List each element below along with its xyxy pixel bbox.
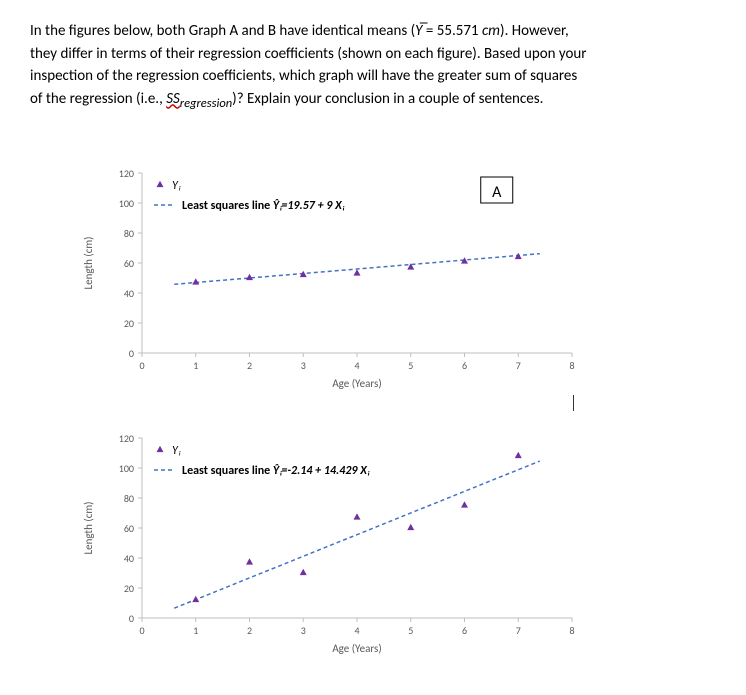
svg-text:0: 0 bbox=[139, 624, 144, 637]
svg-text:60: 60 bbox=[124, 257, 134, 270]
svg-text:Age (Years): Age (Years) bbox=[332, 377, 381, 390]
svg-text:Least squares line Ŷᵢ=-2.14 +: Least squares line Ŷᵢ=-2.14 + 14.429 Xᵢ bbox=[182, 464, 370, 478]
chart-b: 0 20 40 60 80 100 120 0 1 2 3 4 5 6 7 8 Age (Years) Lengt… bbox=[70, 408, 610, 663]
svg-text:2: 2 bbox=[247, 624, 252, 637]
svg-text:Yᵢ: Yᵢ bbox=[172, 179, 181, 193]
charts-container: 020406080100120012345678Age (Years)Lengt… bbox=[70, 143, 716, 663]
svg-text:20: 20 bbox=[124, 317, 134, 330]
q-line3: inspection of the regression coefficient… bbox=[30, 67, 577, 85]
svg-text:8: 8 bbox=[569, 359, 574, 372]
svg-text:Yᵢ: Yᵢ bbox=[172, 444, 181, 458]
q-line4-post: )? Explain your conclusion in a couple o… bbox=[232, 90, 543, 108]
svg-text:40: 40 bbox=[124, 552, 134, 565]
q-line1-post: ). However, bbox=[500, 22, 569, 40]
svg-text:4: 4 bbox=[354, 359, 359, 372]
svg-text:Length (cm): Length (cm) bbox=[82, 237, 95, 290]
svg-text:3: 3 bbox=[301, 359, 306, 372]
svg-text:80: 80 bbox=[124, 492, 134, 505]
svg-text:100: 100 bbox=[119, 462, 134, 475]
q-eq: = 55.571 bbox=[422, 22, 481, 40]
svg-text:20: 20 bbox=[124, 582, 134, 595]
q-unit: cm bbox=[482, 22, 500, 40]
chart-a: 0 20 40 60 80 100 120 0 1 2 3 4 5 6 7 8 Age (Years) Lengt… bbox=[70, 143, 610, 398]
q-line4-pre: of the regression (i.e., bbox=[30, 90, 166, 108]
svg-text:5: 5 bbox=[408, 359, 413, 372]
ss-regression: SSregression bbox=[166, 90, 232, 108]
svg-text:40: 40 bbox=[124, 287, 134, 300]
chart-b-svg: 0 20 40 60 80 100 120 0 1 2 3 4 5 6 7 8 Age (Years) Lengt… bbox=[70, 408, 610, 663]
q-line2: they differ in terms of their regression… bbox=[30, 45, 587, 63]
svg-text:0: 0 bbox=[129, 347, 134, 360]
svg-text:0: 0 bbox=[139, 359, 144, 372]
svg-text:7: 7 bbox=[516, 624, 521, 637]
svg-text:120: 120 bbox=[119, 167, 134, 180]
svg-text:Length (cm): Length (cm) bbox=[82, 502, 95, 555]
q-line1-pre: In the figures below, both Graph A and B… bbox=[30, 22, 415, 40]
svg-text:6: 6 bbox=[462, 359, 467, 372]
svg-text:Least squares line Ŷᵢ=19.57 +: Least squares line Ŷᵢ=19.57 + 9 Xᵢ bbox=[182, 199, 345, 213]
svg-text:7: 7 bbox=[516, 359, 521, 372]
svg-text:4: 4 bbox=[354, 624, 359, 637]
svg-text:5: 5 bbox=[408, 624, 413, 637]
svg-text:60: 60 bbox=[124, 522, 134, 535]
question-text: In the figures below, both Graph A and B… bbox=[30, 20, 716, 113]
chart-a-svg: 0 20 40 60 80 100 120 0 1 2 3 4 5 6 7 8 Age (Years) Lengt… bbox=[70, 143, 610, 398]
svg-text:0: 0 bbox=[129, 612, 134, 625]
svg-text:120: 120 bbox=[119, 432, 134, 445]
svg-text:3: 3 bbox=[301, 624, 306, 637]
svg-text:A: A bbox=[492, 183, 502, 202]
svg-text:8: 8 bbox=[569, 624, 574, 637]
svg-text:6: 6 bbox=[462, 624, 467, 637]
svg-text:80: 80 bbox=[124, 227, 134, 240]
svg-text:Age (Years): Age (Years) bbox=[332, 642, 381, 655]
svg-text:1: 1 bbox=[193, 359, 198, 372]
svg-text:2: 2 bbox=[247, 359, 252, 372]
svg-text:100: 100 bbox=[119, 197, 134, 210]
svg-text:1: 1 bbox=[193, 624, 198, 637]
